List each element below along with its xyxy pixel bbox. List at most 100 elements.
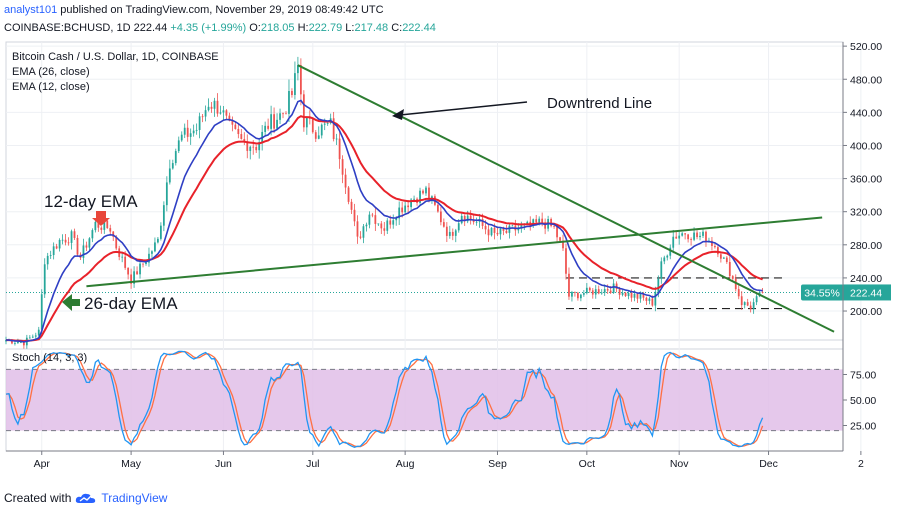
candle-body bbox=[311, 118, 314, 133]
candle-body bbox=[582, 293, 585, 295]
candle-body bbox=[314, 132, 317, 139]
candle-body bbox=[88, 238, 91, 248]
candle bbox=[64, 234, 67, 246]
candle bbox=[383, 221, 386, 236]
candle bbox=[550, 217, 552, 228]
candle bbox=[297, 56, 299, 81]
candle bbox=[31, 334, 34, 339]
candle-body bbox=[252, 146, 255, 148]
candle-body bbox=[359, 236, 362, 238]
candle bbox=[148, 247, 150, 267]
candle bbox=[46, 252, 49, 270]
candle bbox=[273, 107, 275, 134]
candle bbox=[365, 222, 368, 232]
candle-body bbox=[454, 230, 457, 236]
candle-body bbox=[11, 340, 13, 344]
high-label: H: bbox=[297, 22, 309, 34]
candle-body bbox=[91, 230, 94, 239]
candle bbox=[743, 301, 746, 309]
candle-body bbox=[22, 342, 25, 346]
candle-body bbox=[457, 223, 460, 231]
candle bbox=[535, 214, 538, 224]
candle-body bbox=[297, 65, 299, 74]
candle-body bbox=[699, 235, 701, 238]
price-tag-bg bbox=[843, 284, 891, 301]
candle-body bbox=[556, 226, 558, 238]
ema12-pointer-icon bbox=[92, 211, 110, 226]
candle-body bbox=[294, 73, 296, 95]
candle-body bbox=[413, 198, 415, 200]
candle-body bbox=[383, 228, 386, 231]
candle bbox=[28, 335, 31, 339]
stoch-indicator: Stoch (14, 3, 3) 75.00 50.00 25.00 bbox=[5, 350, 876, 448]
candle bbox=[317, 126, 320, 140]
candle-body bbox=[615, 283, 618, 290]
candle-body bbox=[439, 211, 442, 223]
time-axis: Apr May Jun Jul Aug Sep Oct Nov Dec 2 bbox=[6, 450, 864, 470]
candle bbox=[740, 291, 743, 310]
candle-body bbox=[755, 296, 758, 303]
candle bbox=[338, 130, 341, 169]
author-link[interactable]: analyst101 bbox=[4, 4, 58, 16]
candle-body bbox=[374, 215, 377, 224]
candle bbox=[407, 199, 410, 215]
tradingview-brand[interactable]: TradingView bbox=[101, 491, 168, 505]
candle-body bbox=[466, 215, 469, 222]
candle bbox=[585, 283, 588, 295]
candle bbox=[600, 289, 603, 295]
candle-body bbox=[362, 226, 365, 238]
time-tick-label: Dec bbox=[759, 458, 778, 470]
candle bbox=[320, 123, 323, 139]
candle bbox=[291, 88, 293, 98]
candle-body bbox=[502, 228, 505, 231]
candle bbox=[73, 228, 76, 241]
candle-body bbox=[100, 227, 103, 230]
downtrend-line bbox=[297, 64, 835, 333]
annotations: Downtrend Line 12-day EMA 26-day EMA bbox=[44, 95, 652, 313]
candle-body bbox=[157, 238, 159, 243]
time-tick-label: Aug bbox=[396, 458, 415, 470]
candle-body bbox=[106, 220, 109, 229]
candle-body bbox=[630, 293, 633, 298]
candle-body bbox=[55, 246, 58, 249]
price-axis: 520.00 480.00 440.00 400.00 360.00 320.00 280.… bbox=[843, 41, 882, 318]
candle bbox=[591, 288, 594, 299]
ema12-line bbox=[6, 99, 763, 343]
candle-body bbox=[341, 159, 344, 175]
candle bbox=[597, 285, 600, 295]
candle bbox=[445, 222, 448, 243]
candle bbox=[454, 228, 457, 243]
candle-body bbox=[73, 231, 76, 238]
candle bbox=[749, 301, 752, 313]
candle bbox=[171, 159, 174, 170]
candle-body bbox=[335, 138, 338, 140]
candle-body bbox=[728, 262, 731, 277]
candle-body bbox=[481, 218, 484, 226]
candle-body bbox=[508, 225, 511, 233]
candle bbox=[374, 208, 377, 231]
candle bbox=[663, 255, 666, 265]
candle-body bbox=[276, 119, 278, 129]
candle-body bbox=[34, 335, 37, 337]
candle bbox=[711, 237, 713, 251]
ema12-label: 12-day EMA bbox=[44, 192, 138, 211]
candle-body bbox=[401, 207, 404, 213]
candle bbox=[249, 145, 252, 160]
candle bbox=[121, 253, 124, 263]
downtrend-label: Downtrend Line bbox=[547, 95, 652, 112]
candle bbox=[368, 211, 371, 229]
candle bbox=[579, 293, 582, 302]
candle-body bbox=[180, 134, 183, 141]
level-lines bbox=[6, 277, 843, 310]
candle-body bbox=[463, 215, 466, 222]
candle bbox=[359, 231, 362, 240]
candle-body bbox=[684, 233, 687, 235]
candle bbox=[508, 223, 511, 239]
candle bbox=[37, 326, 40, 338]
price-tick-label: 400.00 bbox=[850, 140, 882, 152]
candle bbox=[61, 234, 64, 245]
candle bbox=[356, 215, 359, 244]
candle bbox=[594, 285, 597, 299]
candle bbox=[392, 214, 395, 229]
